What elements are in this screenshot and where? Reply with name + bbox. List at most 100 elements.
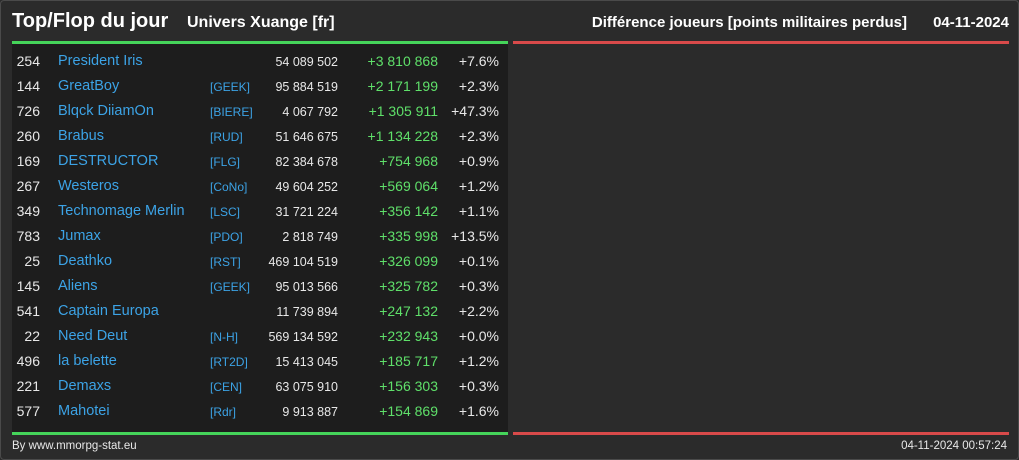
flop-section-bar-upper <box>513 41 1009 44</box>
generated-timestamp: 04-11-2024 00:57:24 <box>901 440 1007 452</box>
player-name-link[interactable]: la belette <box>58 353 117 369</box>
table-row: 541 Captain Europa 11 739 894 +247 132 +2.2% <box>12 299 508 324</box>
points-difference: +247 132 <box>379 303 438 319</box>
flop-players-panel <box>513 44 1009 432</box>
metric-label: Différence joueurs [points militaires pe… <box>591 14 907 31</box>
alliance-tag-link[interactable]: [PDO] <box>210 230 243 244</box>
points-difference: +326 099 <box>379 253 438 269</box>
table-row: 726 Blqck DiiamOn [BIERE] 4 067 792 +1 305 9… <box>12 99 508 124</box>
alliance-tag-link[interactable]: [LSC] <box>210 205 241 219</box>
player-name-link[interactable]: Demaxs <box>58 378 112 394</box>
military-points-lost: 49 604 252 <box>275 180 338 194</box>
military-points-lost: 31 721 224 <box>275 205 338 219</box>
points-difference: +335 998 <box>379 228 438 244</box>
military-points-lost: 54 089 502 <box>275 55 338 69</box>
header-date: 04-11-2024 <box>933 14 1009 31</box>
alliance-tag-link[interactable]: [CEN] <box>210 380 243 394</box>
points-difference: +1 134 228 <box>367 128 438 144</box>
player-name-link[interactable]: Aliens <box>58 278 98 294</box>
military-points-lost: 95 013 566 <box>275 280 338 294</box>
military-points-lost: 95 884 519 <box>275 80 338 94</box>
points-difference: +232 943 <box>379 328 438 344</box>
table-row: 783 Jumax [PDO] 2 818 749 +335 998 +13.5% <box>12 224 508 249</box>
player-rank: 726 <box>16 103 40 119</box>
player-name-link[interactable]: Need Deut <box>58 328 128 344</box>
points-difference: +154 869 <box>379 403 438 419</box>
points-difference: +325 782 <box>379 278 438 294</box>
percent-change: +7.6% <box>458 53 499 69</box>
player-rank: 25 <box>24 253 40 269</box>
player-rank: 254 <box>16 53 40 69</box>
percent-change: +1.6% <box>458 403 499 419</box>
percent-change: +1.1% <box>458 203 499 219</box>
military-points-lost: 2 818 749 <box>282 230 338 244</box>
player-rank: 221 <box>16 378 40 394</box>
alliance-tag-link[interactable]: [RT2D] <box>210 355 248 369</box>
top-section-bar-lower <box>12 432 508 435</box>
header: Top/Flop du jour Univers Xuange [fr] Dif… <box>1 1 1019 41</box>
military-points-lost: 63 075 910 <box>275 380 338 394</box>
player-name-link[interactable]: DESTRUCTOR <box>58 153 159 169</box>
player-rank: 783 <box>16 228 40 244</box>
player-name-link[interactable]: Westeros <box>58 178 119 194</box>
percent-change: +13.5% <box>451 228 499 244</box>
player-name-link[interactable]: Captain Europa <box>58 303 159 319</box>
alliance-tag-link[interactable]: [N-H] <box>210 330 238 344</box>
table-row: 22 Need Deut [N-H] 569 134 592 +232 943 +0.0% <box>12 324 508 349</box>
alliance-tag-link[interactable]: [Rdr] <box>210 405 237 419</box>
player-name-link[interactable]: Mahotei <box>58 403 110 419</box>
military-points-lost: 82 384 678 <box>275 155 338 169</box>
percent-change: +0.3% <box>458 378 499 394</box>
player-name-link[interactable]: GreatBoy <box>58 78 120 94</box>
player-rank: 144 <box>16 78 40 94</box>
points-difference: +569 064 <box>379 178 438 194</box>
percent-change: +0.3% <box>458 278 499 294</box>
top-section-bar-upper <box>12 41 508 44</box>
player-name-link[interactable]: Technomage Merlin <box>58 203 185 219</box>
military-points-lost: 9 913 887 <box>282 405 338 419</box>
alliance-tag-link[interactable]: [GEEK] <box>210 80 251 94</box>
top-players-list: 254 President Iris 54 089 502 +3 810 868 +7.… <box>12 49 508 424</box>
alliance-tag-link[interactable]: [GEEK] <box>210 280 251 294</box>
alliance-tag-link[interactable]: [RUD] <box>210 130 243 144</box>
player-name-link[interactable]: Blqck DiiamOn <box>58 103 154 119</box>
player-rank: 496 <box>16 353 40 369</box>
table-row: 260 Brabus [RUD] 51 646 675 +1 134 228 +2.3% <box>12 124 508 149</box>
table-row: 145 Aliens [GEEK] 95 013 566 +325 782 +0.3% <box>12 274 508 299</box>
percent-change: +47.3% <box>451 103 499 119</box>
points-difference: +185 717 <box>379 353 438 369</box>
table-row: 577 Mahotei [Rdr] 9 913 887 +154 869 +1.6% <box>12 399 508 424</box>
table-row: 169 DESTRUCTOR [FLG] 82 384 678 +754 968 +0.9… <box>12 149 508 174</box>
player-rank: 169 <box>16 153 40 169</box>
points-difference: +156 303 <box>379 378 438 394</box>
site-credit-link[interactable]: By www.mmorpg-stat.eu <box>12 440 137 452</box>
page-title: Top/Flop du jour <box>12 10 169 32</box>
table-row: 496 la belette [RT2D] 15 413 045 +185 717 +1.… <box>12 349 508 374</box>
alliance-tag-link[interactable]: [BIERE] <box>210 105 253 119</box>
alliance-tag-link[interactable]: [RST] <box>210 255 241 269</box>
flop-section-bar-lower <box>513 432 1009 435</box>
player-name-link[interactable]: President Iris <box>58 53 143 69</box>
player-name-link[interactable]: Deathko <box>58 253 113 269</box>
table-row: 144 GreatBoy [GEEK] 95 884 519 +2 171 199 +2.… <box>12 74 508 99</box>
points-difference: +2 171 199 <box>367 78 438 94</box>
player-rank: 260 <box>16 128 40 144</box>
percent-change: +0.1% <box>458 253 499 269</box>
player-rank: 267 <box>16 178 40 194</box>
percent-change: +2.2% <box>458 303 499 319</box>
points-difference: +356 142 <box>379 203 438 219</box>
table-row: 267 Westeros [CoNo] 49 604 252 +569 064 +1.2% <box>12 174 508 199</box>
player-name-link[interactable]: Brabus <box>58 128 104 144</box>
table-row: 254 President Iris 54 089 502 +3 810 868 +7.… <box>12 49 508 74</box>
player-name-link[interactable]: Jumax <box>58 228 101 244</box>
universe-label: Univers Xuange [fr] <box>187 14 335 31</box>
alliance-tag-link[interactable]: [CoNo] <box>210 180 248 194</box>
points-difference: +1 305 911 <box>368 103 438 119</box>
alliance-tag-link[interactable]: [FLG] <box>210 155 241 169</box>
percent-change: +1.2% <box>458 353 499 369</box>
player-rank: 541 <box>16 303 40 319</box>
player-rank: 22 <box>24 328 40 344</box>
percent-change: +1.2% <box>458 178 499 194</box>
table-row: 25 Deathko [RST] 469 104 519 +326 099 +0.1% <box>12 249 508 274</box>
